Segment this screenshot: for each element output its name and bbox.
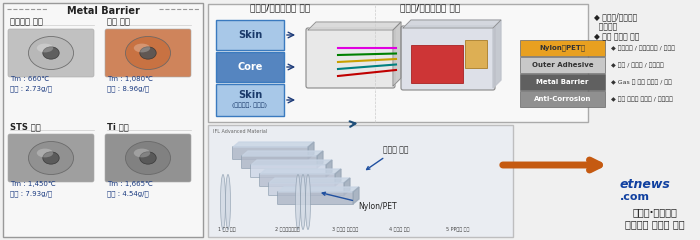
- Text: (내화학성, 기능성): (내화학성, 기능성): [232, 102, 267, 108]
- FancyBboxPatch shape: [520, 57, 605, 73]
- Text: Nylon（PET）: Nylon（PET）: [540, 45, 586, 51]
- Text: Metal Barrier: Metal Barrier: [536, 79, 589, 85]
- Text: etnews: etnews: [620, 179, 671, 192]
- Text: Skin: Skin: [238, 30, 262, 40]
- Text: 내화학/기능성소재 공정: 내화학/기능성소재 공정: [400, 3, 460, 12]
- FancyBboxPatch shape: [3, 3, 203, 237]
- Text: Outer Adhesive: Outer Adhesive: [532, 62, 594, 68]
- FancyBboxPatch shape: [216, 20, 284, 50]
- Text: 구리 소재: 구리 소재: [107, 17, 130, 26]
- FancyBboxPatch shape: [251, 164, 326, 178]
- Text: 밀도 : 8.96g/㎤: 밀도 : 8.96g/㎤: [107, 85, 149, 92]
- Text: 3 나일론 접착부위: 3 나일론 접착부위: [332, 227, 358, 232]
- Text: Metal Barrier: Metal Barrier: [66, 6, 139, 16]
- Text: ◆ 강도 / 신임성 / 내화학성: ◆ 강도 / 신임성 / 내화학성: [611, 62, 664, 68]
- Text: Tm : 1,665℃: Tm : 1,665℃: [107, 181, 153, 187]
- Text: 밀도 : 2.73g/㎤: 밀도 : 2.73g/㎤: [10, 85, 52, 92]
- Text: 밀도 : 4.54g/㎤: 밀도 : 4.54g/㎤: [107, 190, 148, 197]
- Text: 내화학/기능성소재 구조: 내화학/기능성소재 구조: [250, 3, 310, 12]
- Ellipse shape: [305, 174, 311, 229]
- Polygon shape: [233, 142, 314, 147]
- Text: 파우치 필름: 파우치 필름: [367, 145, 409, 169]
- Polygon shape: [393, 22, 401, 86]
- FancyBboxPatch shape: [520, 40, 605, 56]
- Polygon shape: [260, 169, 341, 174]
- Ellipse shape: [37, 149, 53, 157]
- FancyBboxPatch shape: [260, 174, 335, 186]
- Text: ◆ 내화학/기능소재: ◆ 내화학/기능소재: [594, 12, 637, 21]
- Ellipse shape: [134, 149, 150, 157]
- Text: Tm : 1,080℃: Tm : 1,080℃: [107, 76, 153, 82]
- FancyBboxPatch shape: [105, 134, 191, 182]
- Polygon shape: [317, 151, 323, 168]
- FancyBboxPatch shape: [269, 182, 344, 196]
- Text: 5 PP접착 부위: 5 PP접착 부위: [446, 227, 470, 232]
- Text: 1 포인 미디: 1 포인 미디: [218, 227, 236, 232]
- Text: ◆ Gas 차 내부 엔진성 / 검널: ◆ Gas 차 내부 엔진성 / 검널: [611, 79, 672, 85]
- Ellipse shape: [140, 152, 156, 164]
- Ellipse shape: [125, 36, 171, 70]
- Text: 4 하락재 오르: 4 하락재 오르: [389, 227, 410, 232]
- FancyBboxPatch shape: [520, 74, 605, 90]
- FancyBboxPatch shape: [216, 84, 284, 116]
- Ellipse shape: [295, 174, 300, 229]
- Ellipse shape: [134, 44, 150, 52]
- Text: Anti-Corrosion: Anti-Corrosion: [534, 96, 592, 102]
- Text: ◆ 내음 화학재 고강성 / 내화학성: ◆ 내음 화학재 고강성 / 내화학성: [611, 96, 673, 102]
- Text: IFL Advanced Material: IFL Advanced Material: [213, 129, 267, 134]
- Ellipse shape: [29, 36, 74, 70]
- Bar: [411, 45, 463, 83]
- Polygon shape: [493, 20, 501, 88]
- Text: 구조설계: 구조설계: [594, 22, 617, 31]
- Polygon shape: [308, 22, 401, 30]
- Text: ◆ 신규 접착제 개발: ◆ 신규 접착제 개발: [594, 32, 639, 41]
- FancyBboxPatch shape: [232, 146, 309, 160]
- Polygon shape: [326, 160, 332, 177]
- FancyBboxPatch shape: [208, 4, 588, 122]
- Text: ◆ 열성피성 / 내전류성상 / 강성강: ◆ 열성피성 / 내전류성상 / 강성강: [611, 45, 675, 51]
- FancyBboxPatch shape: [241, 156, 318, 168]
- Ellipse shape: [300, 174, 305, 229]
- Ellipse shape: [29, 142, 74, 174]
- FancyBboxPatch shape: [216, 52, 284, 82]
- Polygon shape: [403, 20, 501, 28]
- Text: 밀도 : 7.93g/㎤: 밀도 : 7.93g/㎤: [10, 190, 52, 197]
- FancyBboxPatch shape: [8, 29, 94, 77]
- Ellipse shape: [225, 174, 230, 229]
- Text: 이차전지 외장재 개발: 이차전지 외장재 개발: [625, 219, 685, 229]
- Ellipse shape: [37, 44, 53, 52]
- Text: 고안전·고신회성: 고안전·고신회성: [633, 207, 678, 217]
- Text: 알루미늄 소재: 알루미늄 소재: [10, 17, 43, 26]
- Polygon shape: [344, 178, 350, 195]
- Text: 2 접착제를붙이기: 2 접착제를붙이기: [275, 227, 300, 232]
- Polygon shape: [269, 178, 350, 183]
- Bar: [465, 40, 487, 68]
- FancyBboxPatch shape: [277, 192, 354, 204]
- Ellipse shape: [125, 142, 171, 174]
- Text: .com: .com: [620, 192, 650, 202]
- Polygon shape: [308, 142, 314, 159]
- Polygon shape: [335, 169, 341, 186]
- Text: Nylon/PET: Nylon/PET: [322, 192, 397, 211]
- Text: Ti 소재: Ti 소재: [107, 122, 129, 131]
- FancyBboxPatch shape: [520, 91, 605, 107]
- Polygon shape: [353, 187, 359, 204]
- FancyBboxPatch shape: [8, 134, 94, 182]
- Ellipse shape: [43, 47, 60, 59]
- FancyBboxPatch shape: [401, 26, 495, 90]
- Text: Tm : 660℃: Tm : 660℃: [10, 76, 49, 82]
- Ellipse shape: [140, 47, 156, 59]
- FancyBboxPatch shape: [306, 28, 395, 88]
- Text: Skin: Skin: [238, 90, 262, 100]
- Polygon shape: [251, 160, 332, 165]
- Text: STS 소재: STS 소재: [10, 122, 41, 131]
- Text: Tm : 1,450℃: Tm : 1,450℃: [10, 181, 56, 187]
- Text: Core: Core: [237, 62, 262, 72]
- Polygon shape: [278, 187, 359, 192]
- FancyBboxPatch shape: [208, 125, 513, 237]
- Polygon shape: [242, 151, 323, 156]
- FancyBboxPatch shape: [105, 29, 191, 77]
- Ellipse shape: [220, 174, 225, 229]
- Ellipse shape: [43, 152, 60, 164]
